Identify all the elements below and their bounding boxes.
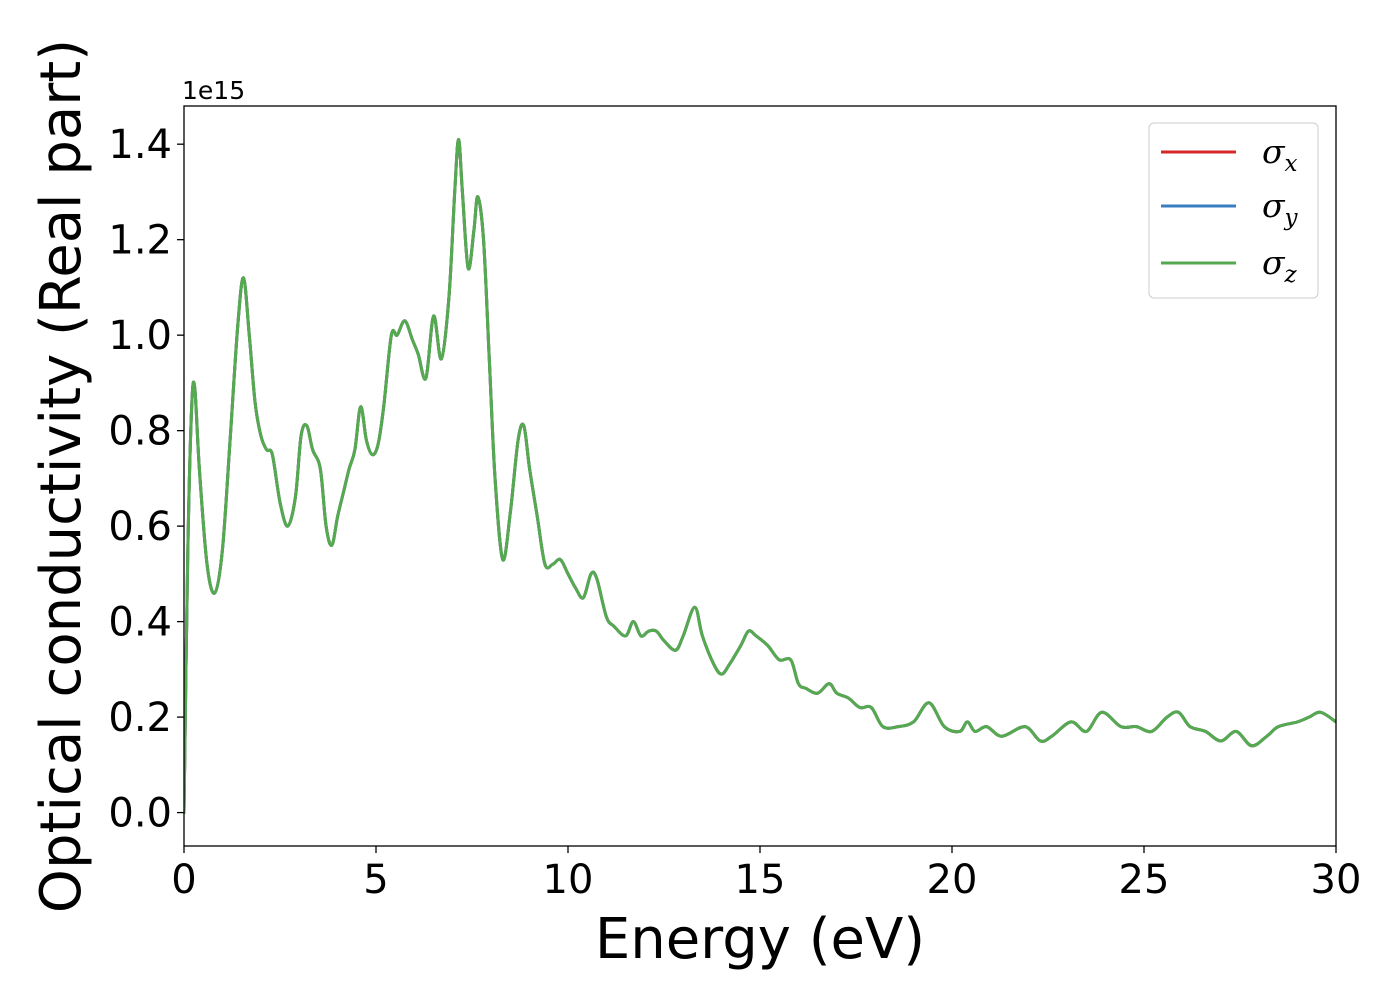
legend: σx σy σz bbox=[1148, 122, 1319, 299]
y-axis-ticks: 0.0 0.2 0.4 0.6 0.8 1.0 1.2 1.4 bbox=[108, 122, 184, 837]
y-tick-label: 1.4 bbox=[108, 122, 172, 168]
series-layer bbox=[184, 137, 1336, 815]
x-tick-label: 20 bbox=[927, 857, 978, 903]
x-tick-label: 15 bbox=[735, 857, 786, 903]
x-axis-label: Energy (eV) bbox=[595, 907, 925, 972]
y-tick-label: 0.0 bbox=[108, 791, 172, 837]
plot-area bbox=[184, 106, 1336, 846]
x-tick-label: 10 bbox=[543, 857, 594, 903]
legend-label-σx: σx bbox=[1262, 132, 1298, 177]
y-tick-label: 0.6 bbox=[108, 504, 172, 550]
x-tick-label: 30 bbox=[1311, 857, 1362, 903]
legend-label-σz: σz bbox=[1262, 243, 1298, 288]
y-axis-label: Optical conductivity (Real part) bbox=[29, 39, 94, 913]
x-tick-label: 5 bbox=[363, 857, 388, 903]
y-tick-label: 0.2 bbox=[108, 695, 172, 741]
y-tick-label: 0.8 bbox=[108, 409, 172, 455]
y-tick-label: 1.0 bbox=[108, 313, 172, 359]
y-tick-label: 1.2 bbox=[108, 218, 172, 264]
legend-label-σy: σy bbox=[1262, 186, 1299, 231]
x-axis-ticks: 0 5 10 15 20 25 30 bbox=[171, 846, 1361, 903]
y-offset-text: 1e15 bbox=[182, 76, 245, 105]
x-tick-label: 25 bbox=[1119, 857, 1170, 903]
legend-box bbox=[1148, 122, 1319, 299]
y-tick-label: 0.4 bbox=[108, 600, 172, 646]
x-tick-label: 0 bbox=[171, 857, 196, 903]
series-line-σz bbox=[184, 137, 1336, 815]
